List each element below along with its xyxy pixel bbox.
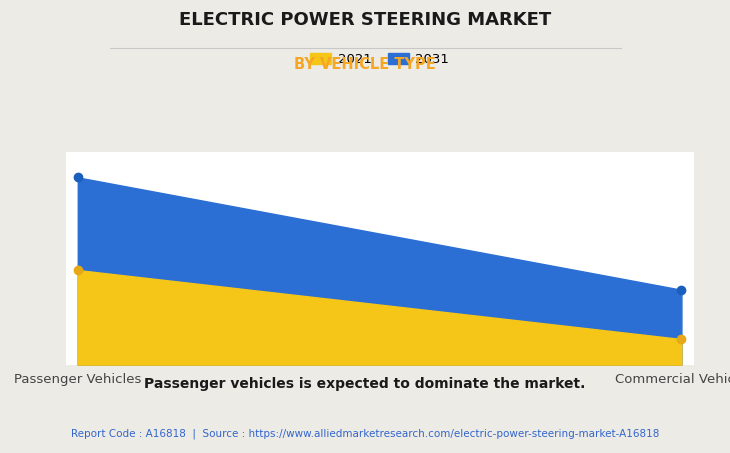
Text: BY VEHICLE TYPE: BY VEHICLE TYPE [294,57,436,72]
Legend: 2021, 2031: 2021, 2031 [305,48,454,71]
Text: ELECTRIC POWER STEERING MARKET: ELECTRIC POWER STEERING MARKET [179,11,551,29]
Text: Report Code : A16818  |  Source : https://www.alliedmarketresearch.com/electric-: Report Code : A16818 | Source : https://… [71,428,659,439]
Text: Passenger vehicles is expected to dominate the market.: Passenger vehicles is expected to domina… [145,377,585,391]
